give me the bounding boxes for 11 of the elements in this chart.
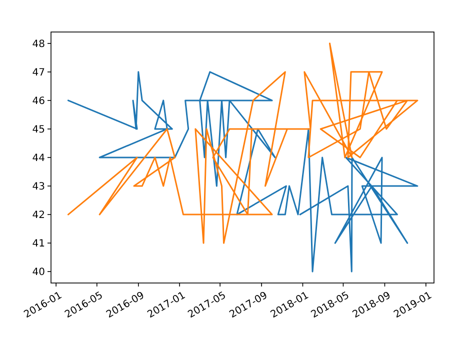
y-tick-label: 43 <box>32 182 45 193</box>
y-tick-label: 48 <box>32 38 45 50</box>
y-tick-label: 40 <box>32 267 45 278</box>
line-series <box>67 71 418 272</box>
y-tick-label: 41 <box>32 238 45 250</box>
y-tick-label: 46 <box>32 96 45 107</box>
y-tick-label: 44 <box>32 153 45 164</box>
line-series <box>67 42 418 244</box>
y-tick-label: 42 <box>32 210 45 222</box>
y-tick-label: 45 <box>32 124 45 136</box>
y-tick-label: 47 <box>32 67 45 78</box>
